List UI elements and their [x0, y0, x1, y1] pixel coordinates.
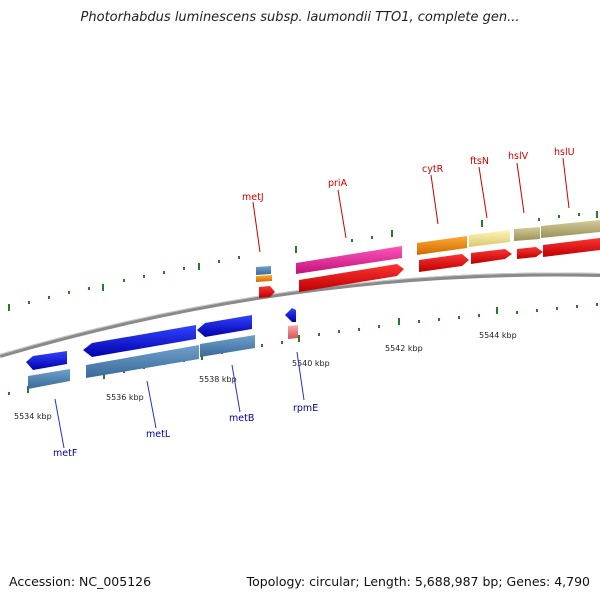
scale-labels: 5534 kbp 5536 kbp 5538 kbp 5540 kbp 5542…	[14, 331, 517, 421]
gene-label-ftsn[interactable]: ftsN	[470, 156, 489, 167]
gene-label-cytr[interactable]: cytR	[422, 164, 444, 175]
map-title: Photorhabdus luminescens subsp. laumondi…	[80, 10, 520, 25]
scale-label: 5542 kbp	[385, 344, 423, 353]
feature-metf-cds[interactable]	[28, 369, 70, 389]
leader-metb	[231, 364, 241, 413]
forward-strand-features	[256, 220, 600, 298]
forward-gene-labels: metJ priA cytR ftsN hslV hslU	[242, 147, 575, 203]
scale-label: 5536 kbp	[106, 393, 144, 402]
leader-cytr	[430, 174, 439, 225]
gene-hslv-arrow[interactable]	[517, 247, 543, 259]
gene-rpme-arrow[interactable]	[285, 308, 296, 322]
genome-summary-text: Topology: circular; Length: 5,688,987 bp…	[246, 574, 590, 589]
gene-metl-arrow[interactable]	[83, 325, 196, 357]
gene-label-hslu[interactable]: hslU	[554, 147, 575, 158]
feature-hslu-cds[interactable]	[541, 220, 600, 238]
scale-label: 5540 kbp	[292, 359, 330, 368]
reverse-gene-labels: metF metL metB rpmE	[53, 403, 318, 459]
feature-metb-cds[interactable]	[200, 335, 255, 357]
scale-label: 5534 kbp	[14, 412, 52, 421]
gene-metj-arrow[interactable]	[259, 286, 275, 298]
accession-text: Accession: NC_005126	[9, 574, 152, 589]
leader-hslv	[516, 162, 525, 214]
feature-ftsn-cds[interactable]	[469, 230, 510, 247]
leader-pria	[337, 189, 347, 239]
feature-metj-subfeature[interactable]	[256, 275, 272, 282]
reverse-label-leaders	[54, 351, 305, 449]
leader-metl	[146, 380, 157, 429]
leader-hslu	[562, 157, 570, 209]
gene-cytr-arrow[interactable]	[419, 254, 469, 272]
gene-label-metl[interactable]: metL	[146, 429, 171, 440]
leader-metj	[252, 201, 261, 253]
gene-label-metj[interactable]: metJ	[242, 192, 264, 203]
gene-hslu-arrow[interactable]	[543, 238, 600, 257]
leader-rpme	[296, 351, 305, 401]
feature-rpme-cds[interactable]	[288, 325, 298, 339]
feature-cytr-cds[interactable]	[417, 236, 467, 255]
scale-label: 5544 kbp	[479, 331, 517, 340]
gene-label-metf[interactable]: metF	[53, 448, 77, 459]
leader-ftsn	[478, 166, 488, 219]
gene-label-pria[interactable]: priA	[328, 178, 348, 189]
feature-pria-cds[interactable]	[296, 246, 402, 274]
leader-metf	[54, 398, 65, 449]
gene-label-metb[interactable]: metB	[229, 413, 254, 424]
feature-hslv-cds[interactable]	[514, 227, 540, 241]
gene-metb-arrow[interactable]	[197, 315, 252, 337]
scale-label: 5538 kbp	[199, 375, 237, 384]
feature-metl-cds[interactable]	[86, 345, 199, 378]
forward-label-leaders	[252, 157, 570, 253]
feature-metj-cds[interactable]	[256, 266, 271, 275]
gene-label-hslv[interactable]: hslV	[508, 151, 529, 162]
gene-label-rpme[interactable]: rpmE	[293, 403, 318, 414]
gene-metf-arrow[interactable]	[26, 351, 67, 370]
gene-pria-arrow[interactable]	[299, 264, 404, 292]
gene-ftsn-arrow[interactable]	[471, 249, 512, 264]
outer-tick-row	[8, 211, 598, 311]
reverse-strand-features	[26, 308, 298, 389]
